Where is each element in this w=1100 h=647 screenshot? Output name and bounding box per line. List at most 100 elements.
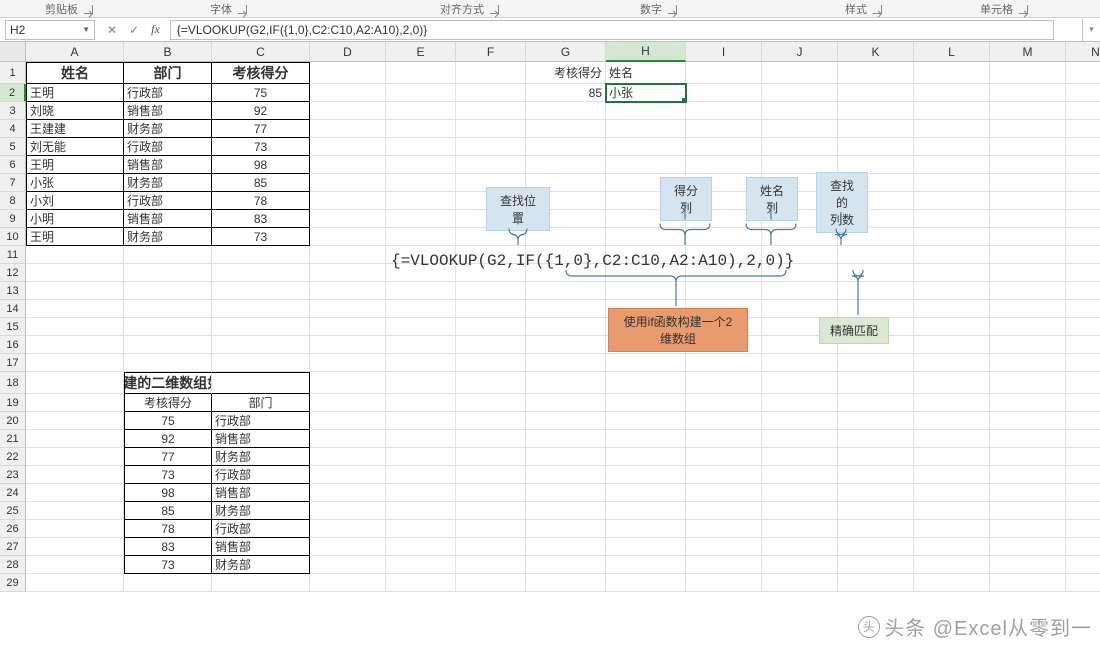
cell-J7[interactable]	[762, 174, 838, 192]
col-header-I[interactable]: I	[686, 42, 762, 62]
row-header-28[interactable]: 28	[0, 556, 26, 574]
cell-J16[interactable]	[762, 336, 838, 354]
cell-D27[interactable]	[310, 538, 386, 556]
cell-D4[interactable]	[310, 120, 386, 138]
row-header-21[interactable]: 21	[0, 430, 26, 448]
cell-K6[interactable]	[838, 156, 914, 174]
cell-B5[interactable]: 行政部	[124, 138, 212, 156]
cell-M1[interactable]	[990, 62, 1066, 84]
formula-input[interactable]: {=VLOOKUP(G2,IF({1,0},C2:C10,A2:A10),2,0…	[170, 20, 1054, 40]
cell-G26[interactable]	[526, 520, 606, 538]
cell-F23[interactable]	[456, 466, 526, 484]
cell-C1[interactable]: 考核得分	[212, 62, 310, 84]
row-header-11[interactable]: 11	[0, 246, 26, 264]
cell-C21[interactable]: 销售部	[212, 430, 310, 448]
cell-A20[interactable]	[26, 412, 124, 430]
cell-F21[interactable]	[456, 430, 526, 448]
col-header-M[interactable]: M	[990, 42, 1066, 62]
cell-H27[interactable]	[606, 538, 686, 556]
cell-D16[interactable]	[310, 336, 386, 354]
cell-J27[interactable]	[762, 538, 838, 556]
cell-E11[interactable]	[386, 246, 456, 264]
cell-J8[interactable]	[762, 192, 838, 210]
cell-J13[interactable]	[762, 282, 838, 300]
cell-H5[interactable]	[606, 138, 686, 156]
cell-B11[interactable]	[124, 246, 212, 264]
cell-H9[interactable]	[606, 210, 686, 228]
cell-F12[interactable]	[456, 264, 526, 282]
cell-L25[interactable]	[914, 502, 990, 520]
cell-H23[interactable]	[606, 466, 686, 484]
cell-A9[interactable]: 小明	[26, 210, 124, 228]
cell-D24[interactable]	[310, 484, 386, 502]
cell-B7[interactable]: 财务部	[124, 174, 212, 192]
cell-K19[interactable]	[838, 394, 914, 412]
cell-G19[interactable]	[526, 394, 606, 412]
cell-L13[interactable]	[914, 282, 990, 300]
cell-J5[interactable]	[762, 138, 838, 156]
cell-E22[interactable]	[386, 448, 456, 466]
row-header-15[interactable]: 15	[0, 318, 26, 336]
cell-F22[interactable]	[456, 448, 526, 466]
cell-L4[interactable]	[914, 120, 990, 138]
cell-H18[interactable]	[606, 372, 686, 394]
cell-E3[interactable]	[386, 102, 456, 120]
cell-J23[interactable]	[762, 466, 838, 484]
enter-icon[interactable]: ✓	[129, 23, 139, 37]
cell-B22[interactable]: 77	[124, 448, 212, 466]
cell-I6[interactable]	[686, 156, 762, 174]
cell-J3[interactable]	[762, 102, 838, 120]
cell-F25[interactable]	[456, 502, 526, 520]
cell-K3[interactable]	[838, 102, 914, 120]
cell-I10[interactable]	[686, 228, 762, 246]
row-header-13[interactable]: 13	[0, 282, 26, 300]
cell-B9[interactable]: 销售部	[124, 210, 212, 228]
cell-E28[interactable]	[386, 556, 456, 574]
cell-G7[interactable]	[526, 174, 606, 192]
cell-M15[interactable]	[990, 318, 1066, 336]
cell-L6[interactable]	[914, 156, 990, 174]
cell-D7[interactable]	[310, 174, 386, 192]
cell-M14[interactable]	[990, 300, 1066, 318]
cell-N10[interactable]	[1066, 228, 1100, 246]
col-header-D[interactable]: D	[310, 42, 386, 62]
row-header-26[interactable]: 26	[0, 520, 26, 538]
cell-B29[interactable]	[124, 574, 212, 592]
cell-I13[interactable]	[686, 282, 762, 300]
cell-J29[interactable]	[762, 574, 838, 592]
cell-J6[interactable]	[762, 156, 838, 174]
cell-G12[interactable]	[526, 264, 606, 282]
row-header-18[interactable]: 18	[0, 372, 26, 394]
cell-J19[interactable]	[762, 394, 838, 412]
row-header-6[interactable]: 6	[0, 156, 26, 174]
cell-C8[interactable]: 78	[212, 192, 310, 210]
cell-I19[interactable]	[686, 394, 762, 412]
cell-N9[interactable]	[1066, 210, 1100, 228]
cell-M24[interactable]	[990, 484, 1066, 502]
col-header-F[interactable]: F	[456, 42, 526, 62]
cell-E8[interactable]	[386, 192, 456, 210]
cell-G6[interactable]	[526, 156, 606, 174]
select-all-corner[interactable]	[0, 42, 26, 62]
cell-E13[interactable]	[386, 282, 456, 300]
cell-E23[interactable]	[386, 466, 456, 484]
cell-I22[interactable]	[686, 448, 762, 466]
row-header-1[interactable]: 1	[0, 62, 26, 84]
cell-D17[interactable]	[310, 354, 386, 372]
cell-A29[interactable]	[26, 574, 124, 592]
cell-G20[interactable]	[526, 412, 606, 430]
cell-B15[interactable]	[124, 318, 212, 336]
cell-K26[interactable]	[838, 520, 914, 538]
cell-D26[interactable]	[310, 520, 386, 538]
cell-M26[interactable]	[990, 520, 1066, 538]
cell-H8[interactable]	[606, 192, 686, 210]
cell-B26[interactable]: 78	[124, 520, 212, 538]
cell-M18[interactable]	[990, 372, 1066, 394]
cell-D23[interactable]	[310, 466, 386, 484]
cell-H4[interactable]	[606, 120, 686, 138]
cell-A13[interactable]	[26, 282, 124, 300]
cell-H3[interactable]	[606, 102, 686, 120]
cell-A24[interactable]	[26, 484, 124, 502]
dialog-launcher-icon[interactable]	[1019, 5, 1028, 14]
cell-C16[interactable]	[212, 336, 310, 354]
